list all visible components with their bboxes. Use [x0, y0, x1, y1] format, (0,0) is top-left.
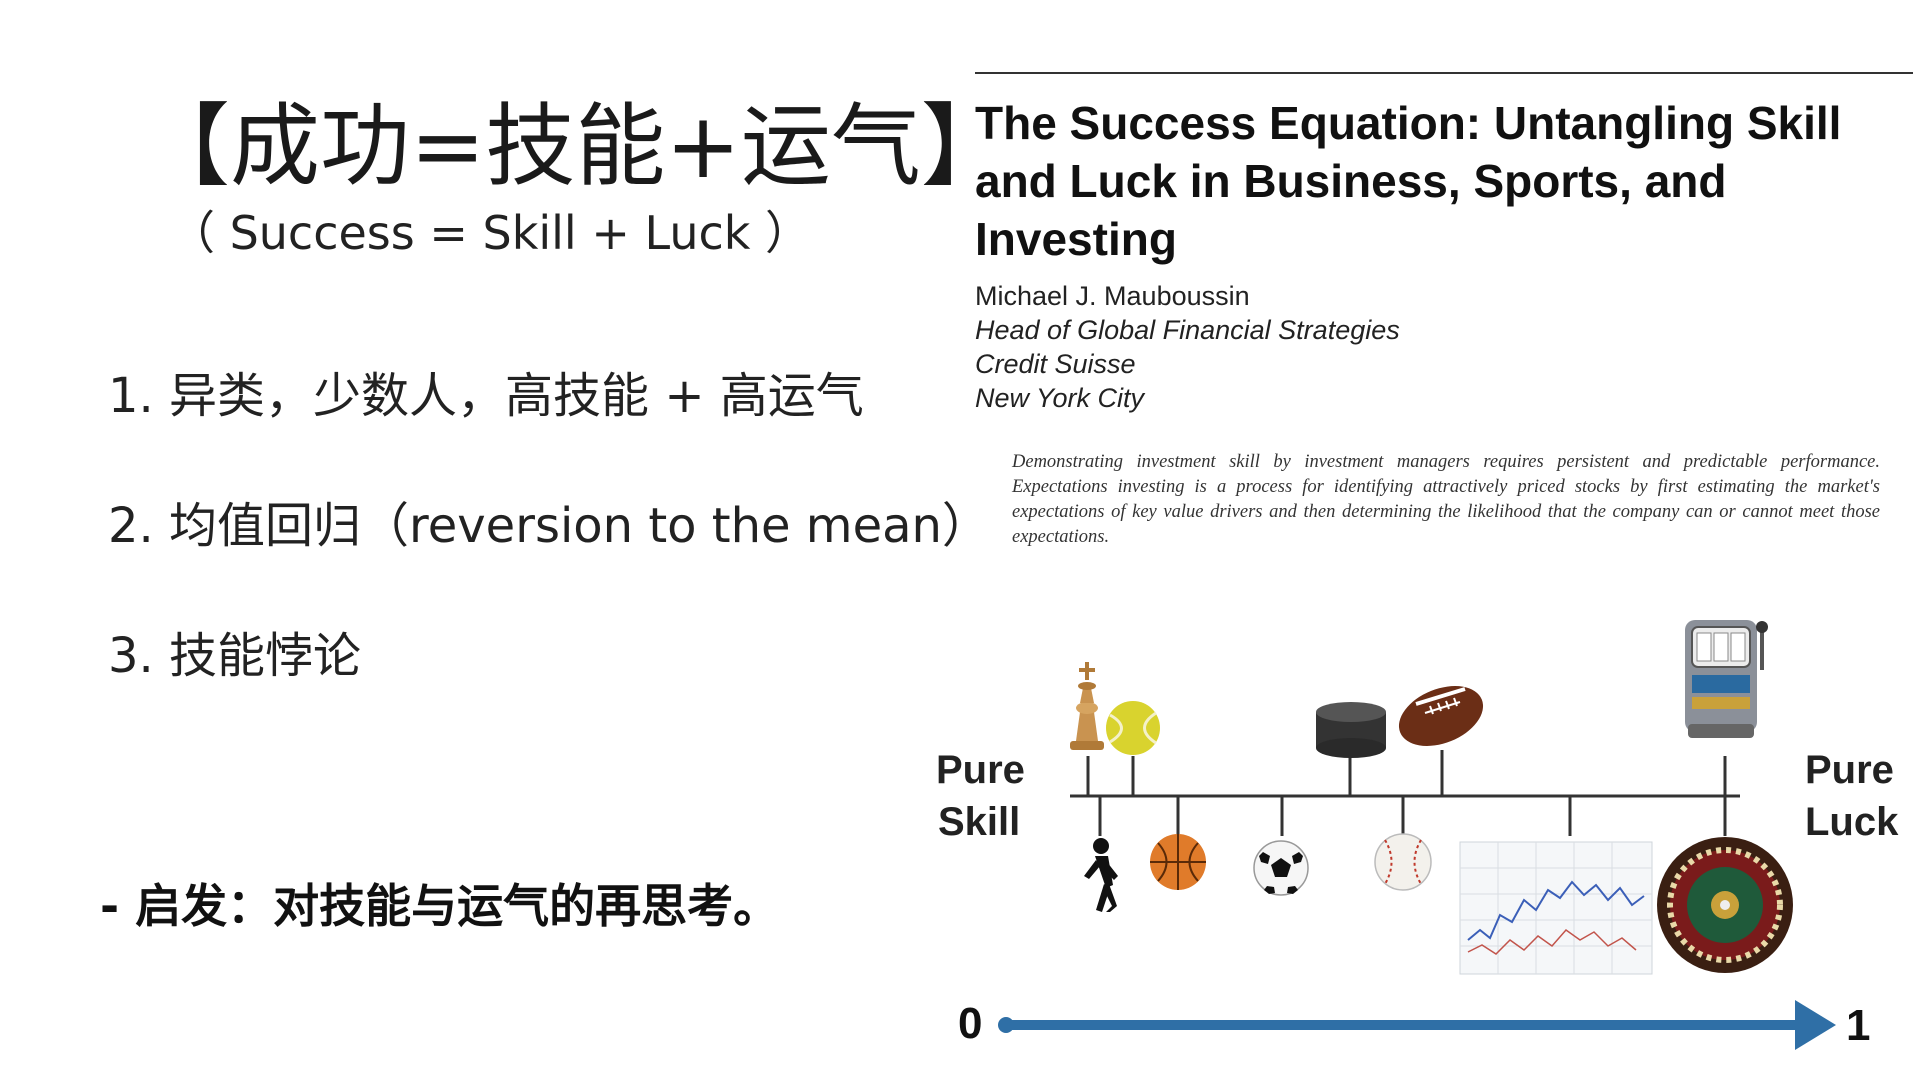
skill-luck-continuum: Pure Skill Pure Luck — [936, 620, 1899, 1050]
paper-title: The Success Equation: Untangling Skill a… — [975, 97, 1842, 265]
point-item-3: 3. 技能悖论 — [108, 628, 362, 684]
slot-machine-icon — [1685, 620, 1768, 738]
paper-position: Head of Global Financial Strategies — [975, 315, 1400, 345]
point-item-2: 2. 均值回归（reversion to the mean） — [108, 498, 990, 554]
axis-arrow — [998, 1000, 1836, 1050]
axis-start-label: 0 — [958, 999, 982, 1048]
tennis-ball-icon — [1106, 701, 1160, 755]
roulette-wheel-icon — [1657, 837, 1793, 973]
pure-skill-label-line1: Pure — [936, 748, 1025, 792]
hockey-puck-icon — [1316, 702, 1386, 758]
pure-skill-label-line2: Skill — [938, 800, 1020, 844]
slide-title: 【成功=技能+运气】 — [140, 94, 1011, 199]
soccer-ball-icon — [1253, 840, 1309, 896]
football-icon — [1398, 686, 1484, 746]
stock-chart-icon — [1459, 841, 1653, 975]
paper-top-rule — [975, 72, 1913, 74]
runner-icon — [1084, 838, 1118, 912]
paper-location: New York City — [975, 383, 1145, 413]
pure-luck-label-line2: Luck — [1805, 800, 1899, 844]
axis-end-label: 1 — [1846, 1001, 1870, 1050]
baseball-icon — [1374, 833, 1432, 891]
chess-icon — [1070, 662, 1104, 750]
takeaway-text: - 启发：对技能与运气的再思考。 — [100, 879, 780, 933]
point-item-1: 1. 异类，少数人，高技能 + 高运气 — [108, 368, 864, 424]
paper-author: Michael J. Mauboussin — [975, 281, 1250, 311]
upward-ticks — [1086, 750, 1727, 796]
downward-ticks — [1098, 796, 1727, 836]
paper-company: Credit Suisse — [975, 349, 1136, 379]
basketball-icon — [1150, 834, 1206, 890]
slide-subtitle: （ Success = Skill + Luck ） — [168, 206, 812, 260]
paper-abstract: Demonstrating investment skill by invest… — [1012, 452, 1880, 547]
pure-luck-label-line1: Pure — [1805, 748, 1894, 792]
